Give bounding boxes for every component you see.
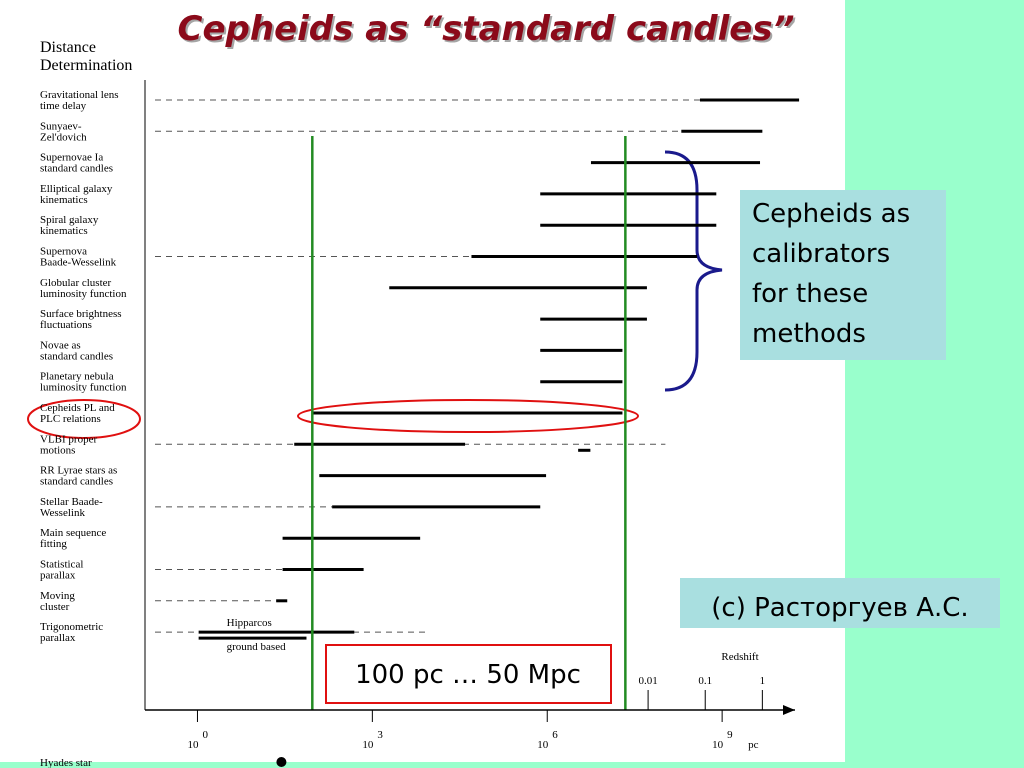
method-label: fitting xyxy=(40,538,67,550)
method-label: time delay xyxy=(40,100,87,112)
method-label: Supernova xyxy=(40,246,87,258)
credit: (c) Расторгуев А.С. xyxy=(711,593,968,623)
chart-title: Cepheids as “standard candles” xyxy=(178,9,795,49)
highlight-ellipse xyxy=(27,399,141,439)
x-tick-label: 10 xyxy=(362,739,374,751)
x-tick-exponent: 3 xyxy=(377,729,383,741)
method-label: Main sequence xyxy=(40,527,106,539)
x-tick-label: 10 xyxy=(712,739,724,751)
x-tick-exponent: 9 xyxy=(727,729,733,741)
method-label: Hyades star xyxy=(40,757,92,768)
method-label: Zel'dovich xyxy=(40,131,87,143)
method-label: luminosity function xyxy=(40,382,127,394)
method-label: parallax xyxy=(40,570,76,582)
method-label: standard candles xyxy=(40,350,113,362)
redshift-label: 1 xyxy=(760,675,766,687)
x-tick-exponent: 6 xyxy=(552,729,558,741)
title-shadow: Cepheids as “standard candles” xyxy=(180,11,797,51)
brace xyxy=(664,150,723,392)
method-label: motions xyxy=(40,444,75,456)
method-label: Trigonometric xyxy=(40,621,103,633)
method-label: Supernovae Ia xyxy=(40,152,103,164)
method-label: kinematics xyxy=(40,194,88,206)
callout-text: Cepheids as xyxy=(752,199,910,229)
x-tick-exponent: 0 xyxy=(202,729,208,741)
redshift-title: Redshift xyxy=(721,651,758,663)
method-label: Statistical xyxy=(40,559,83,571)
method-label: Spiral galaxy xyxy=(40,214,99,226)
method-label: Baade-Wesselink xyxy=(40,257,117,269)
method-label: VLBI proper xyxy=(40,433,97,445)
method-label: Elliptical galaxy xyxy=(40,183,113,195)
method-label: fluctuations xyxy=(40,319,92,331)
method-label: parallax xyxy=(40,632,76,644)
method-label: luminosity function xyxy=(40,288,127,300)
method-label: kinematics xyxy=(40,225,88,237)
method-label: Globular cluster xyxy=(40,277,112,289)
x-tick-label: 10 xyxy=(537,739,549,751)
callout-text: methods xyxy=(752,319,866,349)
method-label: Gravitational lens xyxy=(40,89,119,101)
method-label: Cepheids PL and xyxy=(40,402,115,414)
range-label: ground based xyxy=(227,641,286,653)
range-label: Hipparcos xyxy=(227,617,272,629)
callout-box xyxy=(740,190,946,360)
method-label: Novae as xyxy=(40,339,81,351)
method-label: Planetary nebula xyxy=(40,371,114,383)
method-label: Stellar Baade- xyxy=(40,496,103,508)
method-label: Sunyaev- xyxy=(40,120,82,132)
method-label: Surface brightness xyxy=(40,308,122,320)
callout-text: calibrators xyxy=(752,239,890,269)
y-label: Determination xyxy=(40,57,132,74)
x-label: pc xyxy=(748,739,759,751)
y-label: Distance xyxy=(40,39,96,56)
point xyxy=(276,757,287,767)
callout-text: for these xyxy=(752,279,868,309)
x-axis-arrow xyxy=(783,705,795,715)
method-label: RR Lyrae stars as xyxy=(40,465,117,477)
x-tick-label: 10 xyxy=(187,739,199,751)
range-note: 100 pc … 50 Mpc xyxy=(355,660,581,690)
range-note-box xyxy=(325,644,612,704)
highlight-ellipse xyxy=(297,399,639,433)
method-label: cluster xyxy=(40,601,70,613)
method-label: Moving xyxy=(40,590,75,602)
redshift-label: 0.1 xyxy=(698,675,712,687)
method-label: PLC relations xyxy=(40,413,101,425)
method-label: standard candles xyxy=(40,163,113,175)
method-label: standard candles xyxy=(40,476,113,488)
redshift-label: 0.01 xyxy=(638,675,657,687)
method-label: Wesselink xyxy=(40,507,85,519)
figure-background xyxy=(0,0,845,762)
credit-box xyxy=(680,578,1000,628)
